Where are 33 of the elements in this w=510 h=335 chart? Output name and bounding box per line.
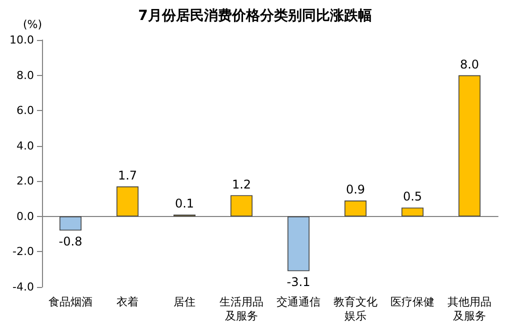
x-tick-label: 交通通信 bbox=[276, 296, 320, 308]
x-tick-label: 衣着 bbox=[116, 296, 138, 308]
bar bbox=[230, 195, 252, 216]
bar bbox=[116, 186, 138, 216]
x-tick-label: 其他用品及服务 bbox=[448, 296, 492, 322]
data-label: 0.9 bbox=[346, 182, 366, 197]
data-label: 0.5 bbox=[402, 190, 422, 204]
chart-title: 7月份居民消费价格分类别同比涨跌幅 bbox=[138, 8, 372, 24]
bar bbox=[288, 216, 310, 272]
y-tick-label: 10.0 bbox=[10, 34, 34, 46]
data-label: 1.2 bbox=[232, 177, 252, 192]
y-tick-label: -2.0 bbox=[12, 245, 34, 258]
bar bbox=[458, 75, 480, 216]
x-tick-label: 医疗保健 bbox=[390, 296, 434, 308]
x-tick-label: 食品烟酒 bbox=[48, 296, 92, 308]
x-tick-label: 生活用品及服务 bbox=[220, 296, 264, 322]
bar bbox=[344, 200, 366, 216]
bar bbox=[402, 208, 424, 216]
data-label: 1.7 bbox=[118, 168, 138, 182]
data-label: -3.1 bbox=[286, 275, 310, 290]
y-tick-label: 0.0 bbox=[16, 210, 34, 223]
y-tick-label: 8.0 bbox=[16, 68, 34, 82]
x-tick-label: 居住 bbox=[174, 296, 196, 308]
data-label: 0.1 bbox=[174, 196, 194, 211]
y-axis-title: (%) bbox=[22, 18, 42, 31]
x-tick-label: 教育文化娱乐 bbox=[334, 296, 378, 322]
data-label: -0.8 bbox=[58, 234, 82, 249]
y-tick-label: 6.0 bbox=[16, 104, 34, 118]
bar bbox=[60, 216, 82, 231]
data-label: 8.0 bbox=[460, 57, 480, 72]
y-tick-label: 4.0 bbox=[16, 139, 34, 152]
y-tick-label: -4.0 bbox=[12, 280, 34, 294]
y-tick-label: 2.0 bbox=[16, 174, 34, 188]
